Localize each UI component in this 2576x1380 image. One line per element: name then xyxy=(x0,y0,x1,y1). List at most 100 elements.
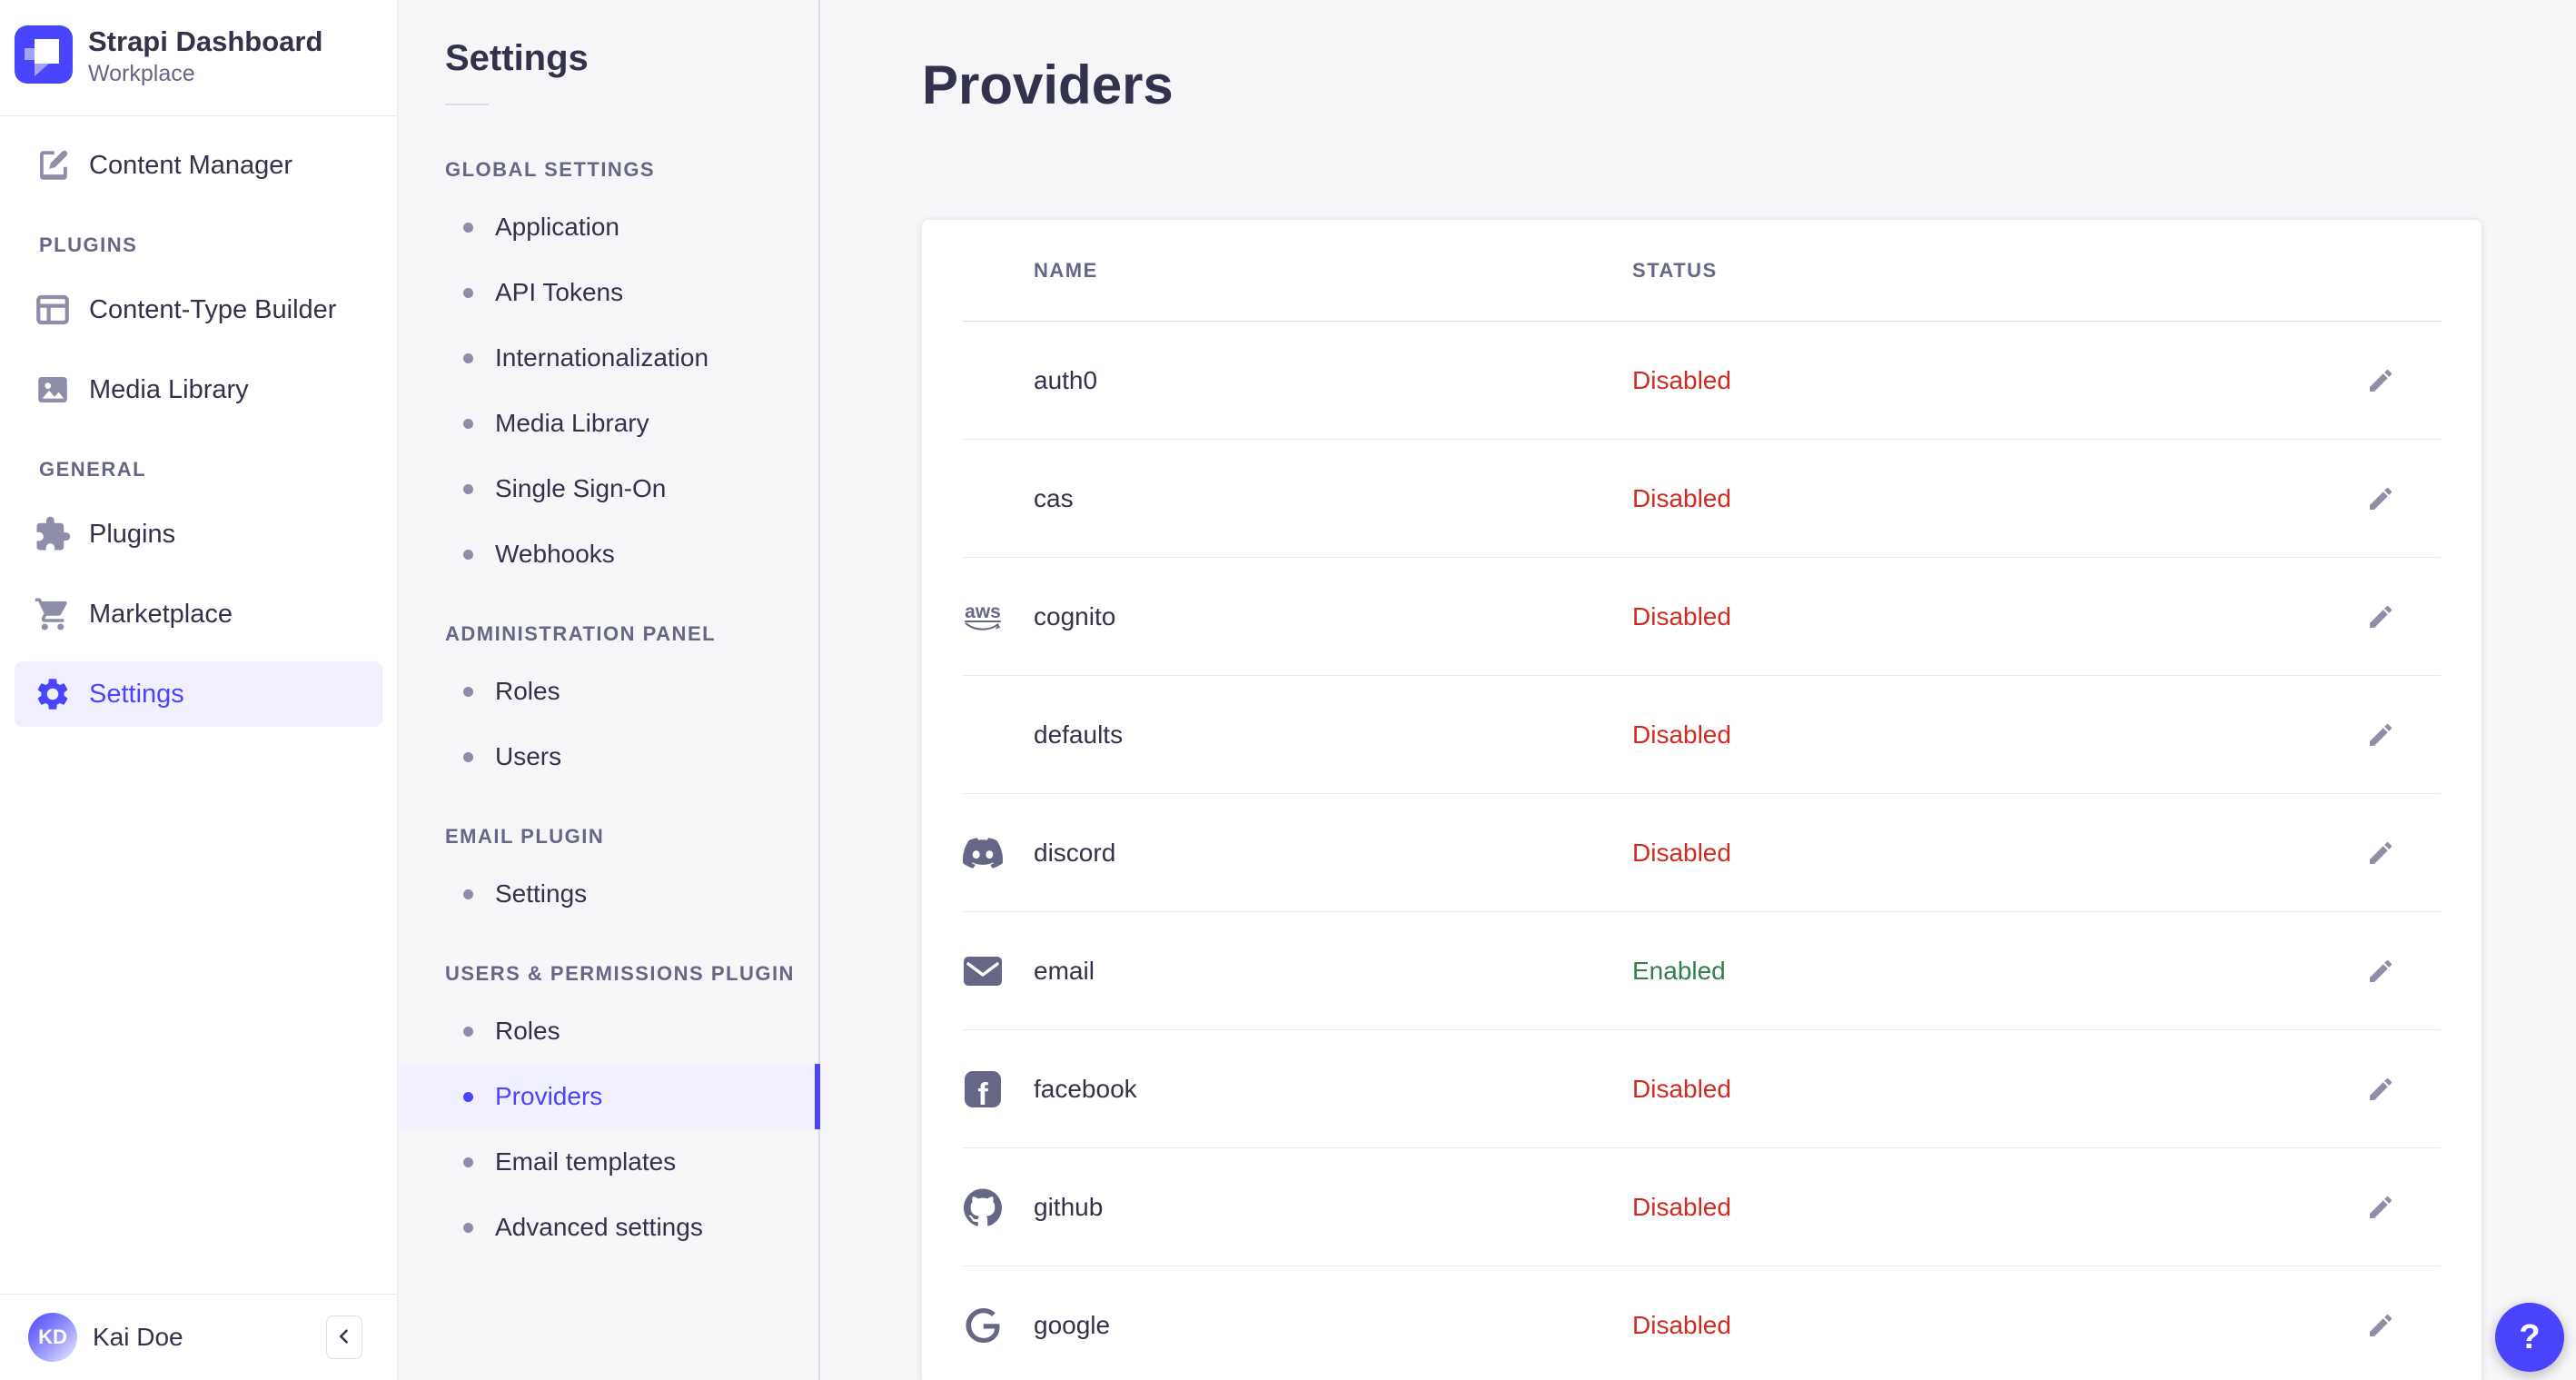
status-badge: Disabled xyxy=(1632,484,1731,512)
subnav-item-label: Providers xyxy=(495,1082,603,1110)
question-mark-icon: ? xyxy=(2519,1317,2541,1356)
sidebar-item-label: Marketplace xyxy=(89,599,233,629)
table-header: NAME STATUS xyxy=(922,220,2482,322)
table-row: f facebook Disabled xyxy=(922,1030,2482,1148)
subnav-item-single-sign-on[interactable]: Single Sign-On xyxy=(398,456,818,521)
sidebar-item-plugins[interactable]: Plugins xyxy=(15,501,382,567)
sidebar-nav: Content Manager PLUGINS Content-Type Bui… xyxy=(0,116,397,1294)
sidebar-item-label: Content-Type Builder xyxy=(89,294,337,324)
subnav-section-email-plugin: EMAIL PLUGIN xyxy=(445,825,605,848)
discord-icon xyxy=(963,833,1003,873)
edit-provider-button[interactable] xyxy=(2359,1186,2403,1229)
facebook-icon: f xyxy=(963,1069,1003,1109)
status-badge: Disabled xyxy=(1632,1075,1731,1103)
user-name: Kai Doe xyxy=(93,1323,183,1351)
bullet-icon xyxy=(463,1157,473,1167)
bullet-icon xyxy=(463,222,473,233)
subnav-item-label: Email templates xyxy=(495,1147,677,1176)
provider-name: google xyxy=(1034,1311,1111,1339)
sidebar-section-general: GENERAL xyxy=(39,458,147,481)
sidebar-item-content-type-builder[interactable]: Content-Type Builder xyxy=(15,277,382,343)
edit-provider-button[interactable] xyxy=(2359,713,2403,757)
subnav-item-label: Media Library xyxy=(495,409,649,437)
status-badge: Disabled xyxy=(1632,366,1731,394)
subnav-item-label: Single Sign-On xyxy=(495,474,667,502)
subnav-item-label: Application xyxy=(495,213,619,241)
subnav-item-media-library[interactable]: Media Library xyxy=(398,391,818,456)
edit-provider-button[interactable] xyxy=(2359,949,2403,993)
content-manager-icon xyxy=(33,145,73,185)
subnav-item-providers[interactable]: Providers xyxy=(398,1064,820,1129)
column-header-name: NAME xyxy=(1034,259,1098,282)
subnav-item-label: API Tokens xyxy=(495,278,624,306)
provider-icon-placeholder xyxy=(963,715,1003,755)
bullet-icon xyxy=(463,751,473,762)
subnav-item-advanced-settings[interactable]: Advanced settings xyxy=(398,1195,818,1260)
edit-provider-button[interactable] xyxy=(2359,1067,2403,1111)
page-title: Providers xyxy=(922,55,1174,115)
bullet-icon xyxy=(463,1026,473,1037)
sidebar-item-label: Content Manager xyxy=(89,150,293,180)
subnav-item-api-tokens[interactable]: API Tokens xyxy=(398,260,818,325)
providers-table: NAME STATUS auth0 Disabled cas Disabled … xyxy=(922,220,2482,1380)
collapse-sidebar-button[interactable] xyxy=(326,1315,362,1359)
subnav-item-admin-roles[interactable]: Roles xyxy=(398,659,818,724)
subnav-section-global-settings: GLOBAL SETTINGS xyxy=(445,158,656,181)
provider-name: github xyxy=(1034,1193,1104,1221)
provider-icon-placeholder xyxy=(963,479,1003,519)
provider-name: cas xyxy=(1034,484,1074,512)
table-row: cas Disabled xyxy=(922,440,2482,558)
bullet-icon xyxy=(463,1091,473,1102)
puzzle-icon xyxy=(33,514,73,554)
subnav-item-application[interactable]: Application xyxy=(398,194,818,260)
subnav-item-label: Internationalization xyxy=(495,343,709,372)
subnav-item-label: Webhooks xyxy=(495,540,615,568)
table-row: auth0 Disabled xyxy=(922,322,2482,440)
sidebar-item-media-library[interactable]: Media Library xyxy=(15,357,382,422)
sidebar-item-content-manager[interactable]: Content Manager xyxy=(15,133,382,198)
github-icon xyxy=(963,1187,1003,1227)
bullet-icon xyxy=(463,549,473,560)
subnav-item-internationalization[interactable]: Internationalization xyxy=(398,325,818,391)
avatar[interactable]: KD xyxy=(28,1313,77,1362)
user-area: KD Kai Doe xyxy=(0,1294,397,1380)
sidebar-item-label: Media Library xyxy=(89,374,249,404)
brand[interactable]: Strapi Dashboard Workplace xyxy=(0,0,397,116)
google-icon xyxy=(963,1306,1003,1345)
bullet-icon xyxy=(463,686,473,697)
bullet-icon xyxy=(463,418,473,429)
subnav-item-webhooks[interactable]: Webhooks xyxy=(398,521,818,587)
subnav-item-up-roles[interactable]: Roles xyxy=(398,998,818,1064)
subnav-item-label: Roles xyxy=(495,677,560,705)
bullet-icon xyxy=(463,483,473,494)
sidebar-section-plugins: PLUGINS xyxy=(39,233,138,256)
subnav-item-admin-users[interactable]: Users xyxy=(398,724,818,789)
edit-provider-button[interactable] xyxy=(2359,477,2403,521)
subnav-item-email-settings[interactable]: Settings xyxy=(398,861,818,927)
edit-provider-button[interactable] xyxy=(2359,359,2403,402)
table-row: discord Disabled xyxy=(922,794,2482,912)
edit-provider-button[interactable] xyxy=(2359,831,2403,875)
provider-name: email xyxy=(1034,957,1095,985)
main-sidebar: Strapi Dashboard Workplace Content Manag… xyxy=(0,0,398,1380)
help-button[interactable]: ? xyxy=(2495,1303,2564,1372)
app-title: Strapi Dashboard xyxy=(88,25,323,57)
sidebar-item-label: Plugins xyxy=(89,519,176,549)
subnav-item-email-templates[interactable]: Email templates xyxy=(398,1129,818,1195)
subnav-title: Settings xyxy=(445,38,589,78)
table-row: email Enabled xyxy=(922,912,2482,1030)
edit-provider-button[interactable] xyxy=(2359,595,2403,639)
provider-name: defaults xyxy=(1034,720,1124,749)
main-content: Providers NAME STATUS auth0 Disabled cas… xyxy=(820,0,2576,1380)
bullet-icon xyxy=(463,1222,473,1233)
bullet-icon xyxy=(463,889,473,899)
subnav-section-users-permissions-plugin: USERS & PERMISSIONS PLUGIN xyxy=(445,962,795,985)
provider-icon-placeholder xyxy=(963,361,1003,401)
edit-provider-button[interactable] xyxy=(2359,1304,2403,1347)
provider-name: cognito xyxy=(1034,602,1116,630)
content-type-builder-icon xyxy=(33,290,73,330)
workspace-name: Workplace xyxy=(88,61,195,86)
sidebar-item-marketplace[interactable]: Marketplace xyxy=(15,581,382,647)
sidebar-item-settings[interactable]: Settings xyxy=(15,661,382,727)
settings-subnav: Settings GLOBAL SETTINGS Application API… xyxy=(398,0,820,1380)
